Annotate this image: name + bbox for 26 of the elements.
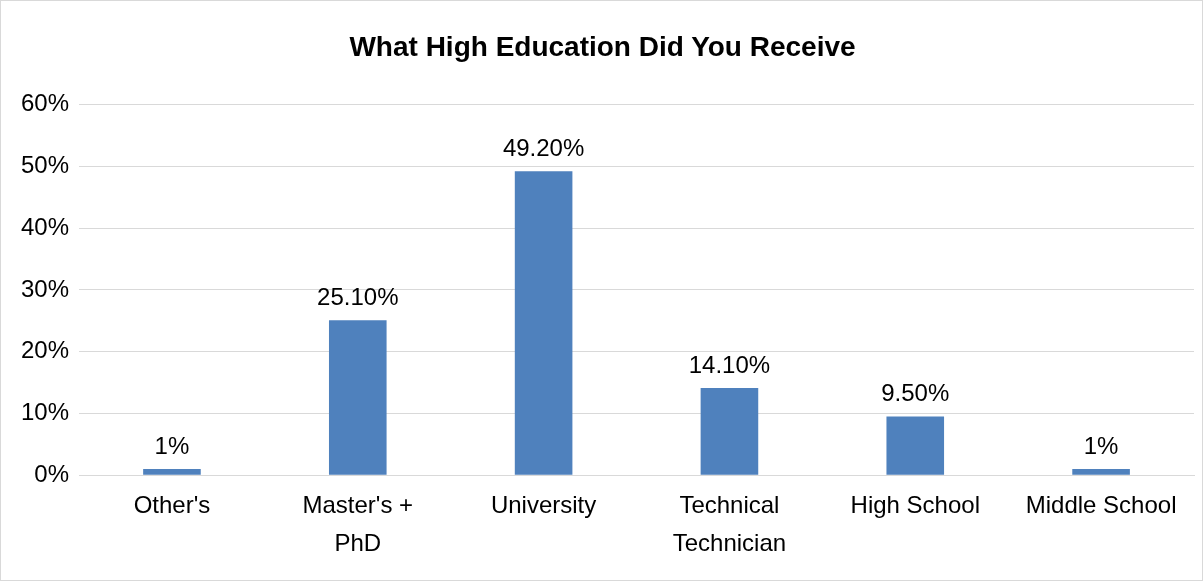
y-tick-label: 10%	[20, 398, 70, 426]
y-tick-label: 30%	[20, 274, 70, 302]
data-label: 14.10%	[688, 350, 771, 378]
bar	[514, 171, 573, 475]
bar	[700, 388, 759, 475]
y-tick-label: 0%	[34, 459, 70, 487]
x-tick-label: Master's + PhD	[302, 491, 414, 557]
data-label: 1%	[1083, 431, 1119, 459]
data-label: 25.10%	[317, 282, 399, 310]
x-tick-label: University	[490, 491, 597, 519]
x-tick-label: Technical Technician	[672, 491, 787, 557]
bar	[886, 416, 945, 475]
y-tick-label: 40%	[20, 212, 70, 240]
x-tick-label: Middle School	[1025, 491, 1177, 519]
bar	[328, 320, 387, 475]
data-label: 9.50%	[881, 379, 950, 407]
data-label: 1%	[154, 431, 190, 459]
y-tick-label: 50%	[20, 150, 70, 178]
bar	[1072, 469, 1130, 475]
y-tick-label: 20%	[20, 336, 70, 364]
bar	[143, 469, 201, 475]
chart-title: What High Education Did You Receive	[349, 30, 856, 62]
x-tick-label: Other's	[133, 491, 211, 519]
data-label: 49.20%	[502, 133, 585, 161]
y-tick-label: 60%	[20, 89, 70, 117]
x-tick-label: High School	[850, 491, 980, 519]
